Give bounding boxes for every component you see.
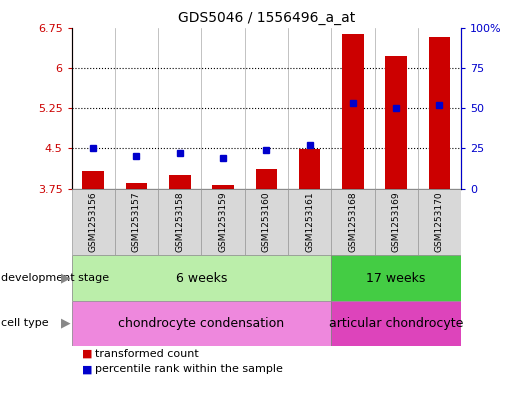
Text: cell type: cell type [1, 318, 49, 328]
Bar [212, 185, 234, 189]
Bar [72, 189, 115, 255]
Text: GSM1253156: GSM1253156 [89, 192, 98, 252]
Text: GSM1253160: GSM1253160 [262, 192, 271, 252]
Bar [115, 189, 158, 255]
Bar [299, 149, 321, 189]
Title: GDS5046 / 1556496_a_at: GDS5046 / 1556496_a_at [178, 11, 355, 25]
Bar [288, 189, 331, 255]
Text: GSM1253161: GSM1253161 [305, 192, 314, 252]
Bar [169, 175, 191, 189]
Text: 17 weeks: 17 weeks [366, 272, 426, 285]
Text: GSM1253158: GSM1253158 [175, 192, 184, 252]
Bar [375, 189, 418, 255]
Bar [331, 189, 375, 255]
Bar [255, 169, 277, 189]
Bar [126, 183, 147, 189]
Bar [429, 37, 450, 189]
Text: GSM1253170: GSM1253170 [435, 192, 444, 252]
Text: 6 weeks: 6 weeks [176, 272, 227, 285]
Bar [385, 56, 407, 189]
Text: GSM1253157: GSM1253157 [132, 192, 141, 252]
Bar [342, 35, 364, 189]
Text: percentile rank within the sample: percentile rank within the sample [95, 364, 283, 375]
Text: GSM1253168: GSM1253168 [348, 192, 357, 252]
Bar [82, 171, 104, 189]
Bar [418, 189, 461, 255]
Text: chondrocyte condensation: chondrocyte condensation [118, 317, 285, 330]
Text: GSM1253159: GSM1253159 [218, 192, 227, 252]
Text: ■: ■ [82, 364, 93, 375]
Bar [72, 255, 331, 301]
Bar [158, 189, 201, 255]
Text: ■: ■ [82, 349, 93, 359]
Text: ▶: ▶ [61, 317, 71, 330]
Text: ▶: ▶ [61, 272, 71, 285]
Bar [331, 301, 461, 346]
Text: GSM1253169: GSM1253169 [392, 192, 401, 252]
Bar [331, 255, 461, 301]
Text: transformed count: transformed count [95, 349, 199, 359]
Bar [245, 189, 288, 255]
Bar [72, 301, 331, 346]
Text: development stage: development stage [1, 273, 109, 283]
Bar [201, 189, 245, 255]
Text: articular chondrocyte: articular chondrocyte [329, 317, 463, 330]
